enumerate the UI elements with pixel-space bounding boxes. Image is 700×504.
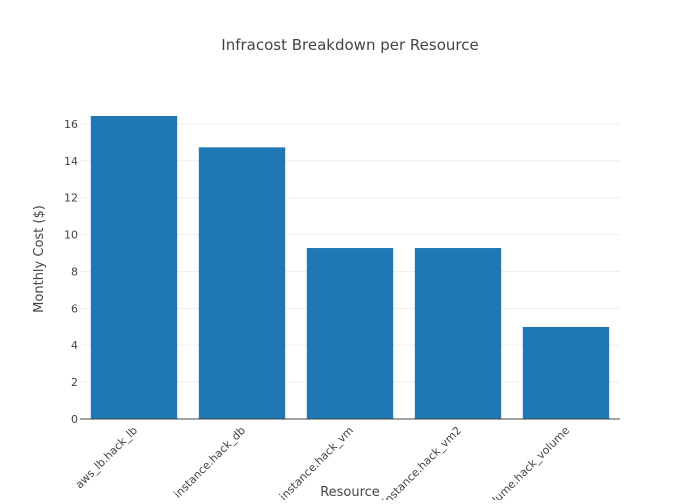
y-tick-label: 10 [64, 229, 78, 242]
x-tick-label: aws_lb.hack_lb [73, 424, 140, 491]
chart-title: Infracost Breakdown per Resource [221, 36, 478, 54]
y-tick-label: 12 [64, 192, 78, 205]
y-axis-title: Monthly Cost ($) [32, 205, 47, 313]
y-axis-ticks: 0 2 4 6 8 10 12 14 16 [64, 118, 78, 426]
y-tick-label: 0 [71, 413, 78, 426]
x-tick-label: volume.hack_volume [480, 424, 572, 500]
y-tick-label: 8 [71, 265, 78, 278]
bar[interactable] [306, 248, 394, 419]
y-tick-label: 16 [64, 118, 78, 131]
bar[interactable] [414, 248, 502, 419]
y-tick-label: 4 [71, 339, 78, 352]
bar[interactable] [198, 147, 286, 419]
bars [90, 116, 610, 419]
x-tick-label: instance.hack_db [171, 424, 248, 500]
x-axis-title: Resource [320, 485, 380, 500]
y-tick-label: 14 [64, 155, 78, 168]
bar[interactable] [522, 326, 610, 419]
y-tick-label: 2 [71, 376, 78, 389]
y-tick-label: 6 [71, 302, 78, 315]
x-tick-label: instance.hack_vm2 [380, 424, 464, 500]
bar[interactable] [90, 116, 178, 419]
